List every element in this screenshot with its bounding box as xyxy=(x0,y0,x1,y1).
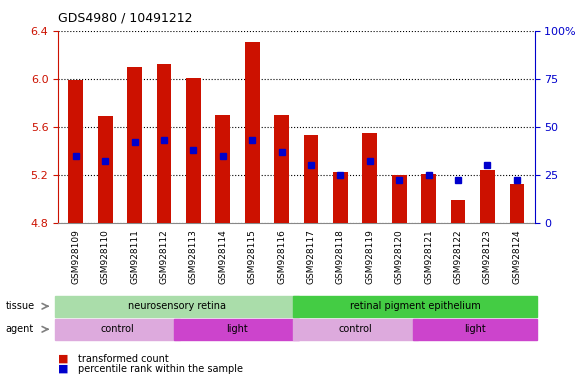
Text: GSM928124: GSM928124 xyxy=(512,229,521,284)
Text: transformed count: transformed count xyxy=(78,354,169,364)
Text: neurosensory retina: neurosensory retina xyxy=(128,301,226,311)
Text: GSM928122: GSM928122 xyxy=(454,229,462,284)
Text: GSM928119: GSM928119 xyxy=(365,229,374,284)
Bar xyxy=(333,172,348,223)
Text: GSM928114: GSM928114 xyxy=(218,229,227,284)
Bar xyxy=(510,184,524,223)
Text: GSM928113: GSM928113 xyxy=(189,229,198,284)
Text: GSM928121: GSM928121 xyxy=(424,229,433,284)
Text: agent: agent xyxy=(6,324,34,334)
Text: ■: ■ xyxy=(58,354,69,364)
Text: GSM928109: GSM928109 xyxy=(71,229,80,284)
Bar xyxy=(304,135,318,223)
Text: control: control xyxy=(101,324,135,334)
Text: control: control xyxy=(339,324,373,334)
Bar xyxy=(274,115,289,223)
Bar xyxy=(480,170,495,223)
Bar xyxy=(392,175,407,223)
Text: ■: ■ xyxy=(58,364,69,374)
Text: GSM928116: GSM928116 xyxy=(277,229,286,284)
Text: GSM928123: GSM928123 xyxy=(483,229,492,284)
Text: GSM928118: GSM928118 xyxy=(336,229,345,284)
Text: GSM928112: GSM928112 xyxy=(159,229,168,284)
Text: tissue: tissue xyxy=(6,301,35,311)
Bar xyxy=(216,115,230,223)
Bar xyxy=(127,67,142,223)
Bar xyxy=(157,65,171,223)
Text: GDS4980 / 10491212: GDS4980 / 10491212 xyxy=(58,12,192,25)
Text: retinal pigment epithelium: retinal pigment epithelium xyxy=(350,301,481,311)
Bar xyxy=(69,80,83,223)
Text: GSM928117: GSM928117 xyxy=(307,229,315,284)
Text: percentile rank within the sample: percentile rank within the sample xyxy=(78,364,243,374)
Bar xyxy=(363,133,377,223)
Text: light: light xyxy=(226,324,248,334)
Bar xyxy=(421,174,436,223)
Text: GSM928111: GSM928111 xyxy=(130,229,139,284)
Bar xyxy=(451,200,465,223)
Text: GSM928120: GSM928120 xyxy=(394,229,404,284)
Text: light: light xyxy=(464,324,486,334)
Bar xyxy=(98,116,113,223)
Bar xyxy=(245,41,260,223)
Text: GSM928110: GSM928110 xyxy=(101,229,110,284)
Bar xyxy=(186,78,200,223)
Text: GSM928115: GSM928115 xyxy=(248,229,257,284)
